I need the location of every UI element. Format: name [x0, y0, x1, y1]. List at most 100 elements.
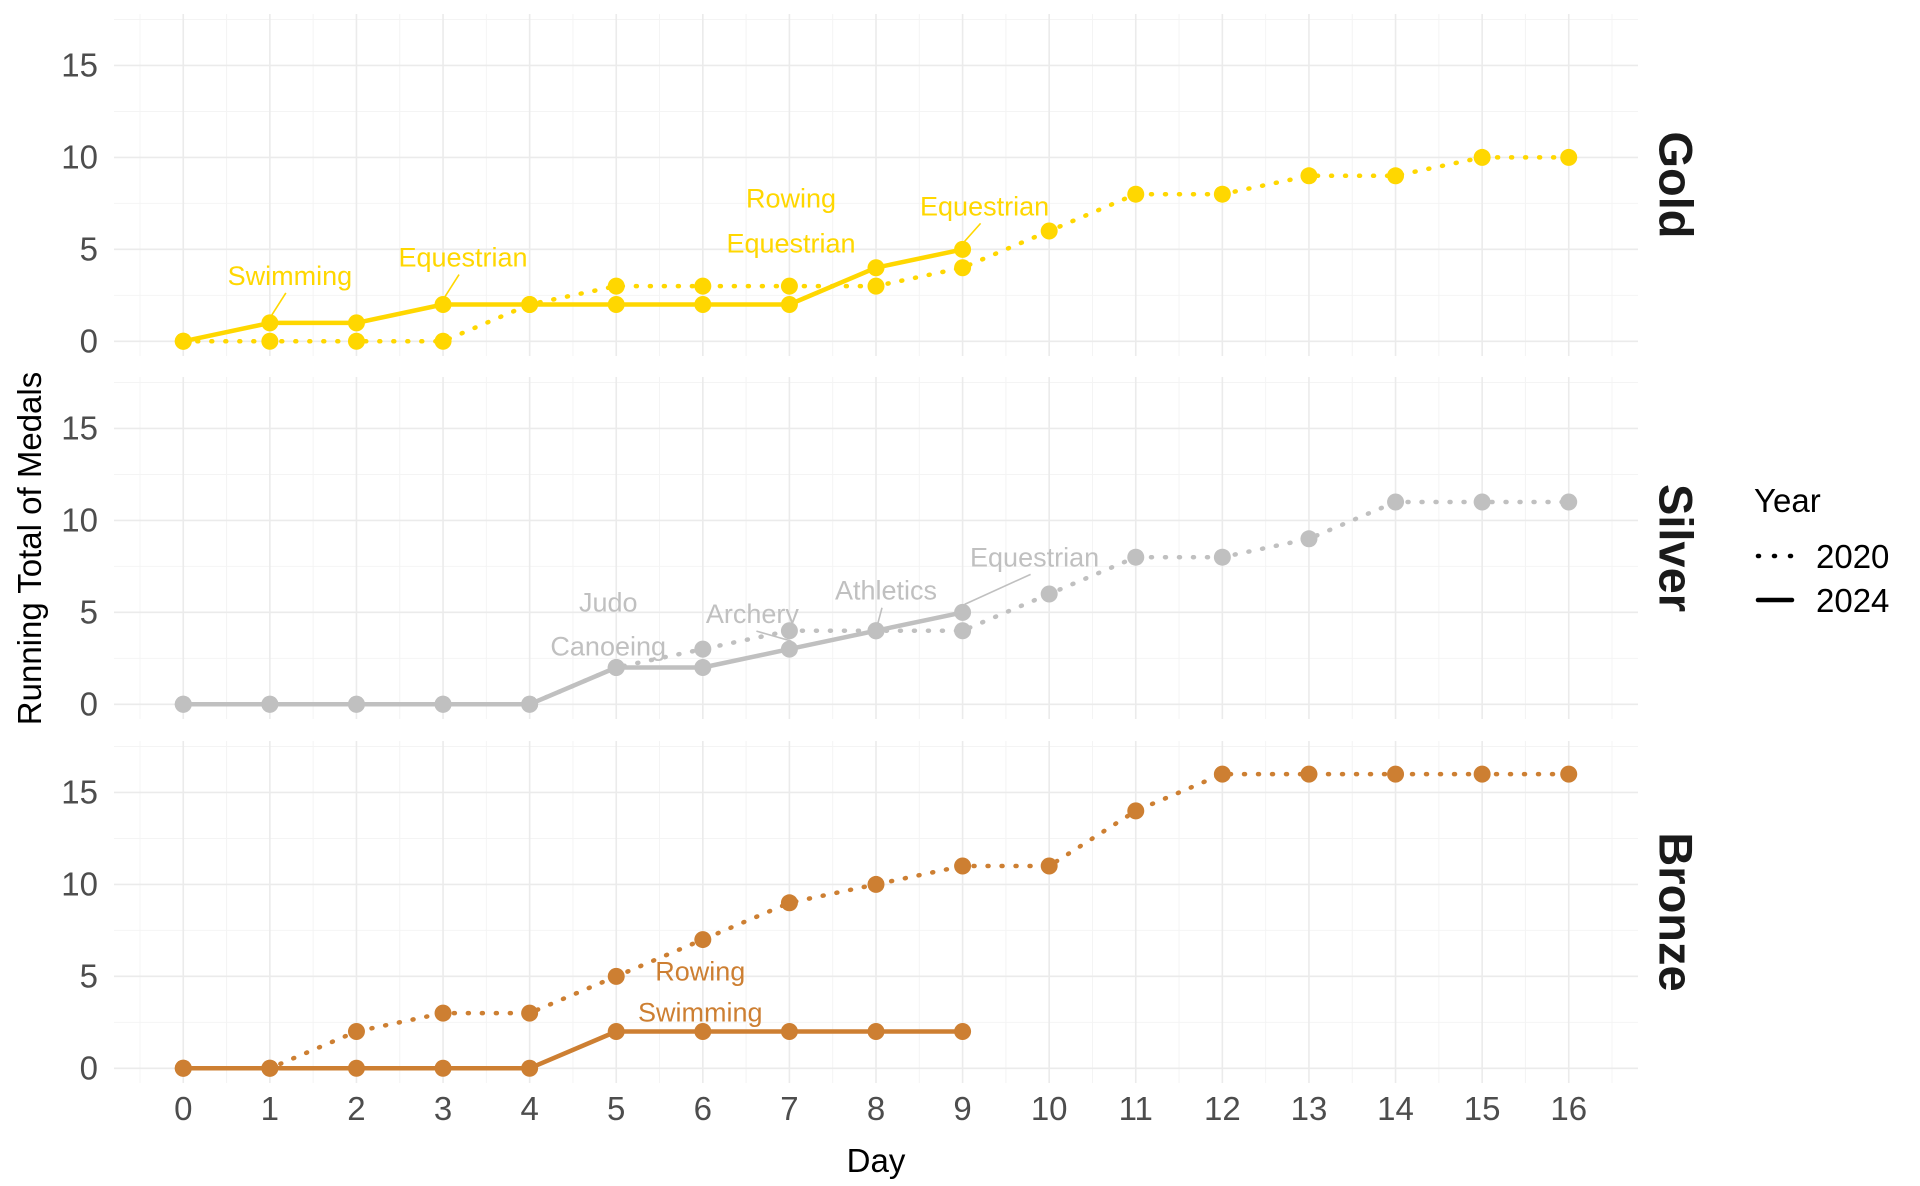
data-point-gold-2020	[694, 277, 712, 295]
annotation-label: Canoeing	[550, 632, 666, 662]
data-point-gold-2024	[174, 332, 192, 350]
data-point-gold-2024	[694, 296, 712, 314]
annotation-label: Rowing	[655, 957, 745, 987]
data-point-silver-2020	[1040, 585, 1058, 603]
x-tick-label: 9	[953, 1090, 971, 1127]
data-point-silver-2020	[694, 640, 712, 658]
y-tick-label: 10	[61, 138, 98, 175]
data-point-gold-2020	[434, 332, 452, 350]
data-point-silver-2024	[174, 695, 192, 713]
y-tick-label: 15	[61, 773, 98, 810]
y-tick-label: 0	[80, 1049, 98, 1086]
data-point-silver-2020	[1473, 493, 1491, 511]
annotation-label: Archery	[706, 599, 800, 629]
data-point-silver-2020	[1213, 548, 1231, 566]
data-point-bronze-2024	[174, 1059, 192, 1077]
data-point-silver-2024	[867, 622, 885, 640]
series-line-gold-2024	[181, 247, 965, 344]
series-line-silver-2024	[181, 610, 965, 707]
grid-layer	[114, 14, 1638, 1083]
x-tick-label: 3	[434, 1090, 452, 1127]
annotation-leader	[271, 292, 287, 316]
data-point-silver-2020	[1560, 493, 1578, 511]
data-point-silver-2024	[607, 659, 625, 677]
y-tick-label: 5	[80, 593, 98, 630]
x-tick-label: 2	[347, 1090, 365, 1127]
x-tick-label: 4	[520, 1090, 538, 1127]
data-point-gold-2024	[434, 296, 452, 314]
data-point-silver-2024	[261, 695, 279, 713]
y-tick-label: 5	[80, 957, 98, 994]
data-point-bronze-2020	[1300, 765, 1318, 783]
data-point-bronze-2020	[1387, 765, 1405, 783]
x-tick-label: 10	[1031, 1090, 1068, 1127]
annotation-label: Equestrian	[920, 191, 1049, 221]
data-point-gold-2024	[261, 314, 279, 332]
y-tick-label: 0	[80, 322, 98, 359]
data-point-silver-2024	[694, 659, 712, 677]
y-tick-label: 10	[61, 501, 98, 538]
data-point-silver-2024	[521, 695, 539, 713]
data-point-silver-2020	[780, 622, 798, 640]
data-point-silver-2020	[954, 622, 972, 640]
data-point-silver-2020	[1387, 493, 1405, 511]
data-point-bronze-2020	[521, 1004, 539, 1022]
annotation-label: Equestrian	[970, 542, 1099, 572]
annotation-label: Swimming	[228, 261, 353, 291]
data-point-bronze-2020	[1560, 765, 1578, 783]
x-tick-label: 11	[1119, 1090, 1153, 1127]
data-point-bronze-2024	[954, 1023, 972, 1041]
x-tick-label: 1	[261, 1090, 279, 1127]
x-tick-label: 6	[694, 1090, 712, 1127]
y-axis-title: Running Total of Medals	[11, 372, 48, 725]
annotation-label: Rowing	[746, 184, 836, 214]
data-point-bronze-2024	[867, 1023, 885, 1041]
data-point-gold-2024	[607, 296, 625, 314]
data-point-bronze-2020	[347, 1023, 365, 1041]
data-point-bronze-2024	[694, 1023, 712, 1041]
annotation-label: Judo	[579, 588, 638, 618]
data-point-gold-2020	[867, 277, 885, 295]
y-tick-label: 15	[61, 409, 98, 446]
x-tick-label: 13	[1291, 1090, 1328, 1127]
legend-layer: Year 2020 2024	[1754, 482, 1889, 619]
data-point-gold-2020	[1560, 148, 1578, 166]
data-point-bronze-2020	[1127, 802, 1145, 820]
data-point-gold-2020	[1213, 185, 1231, 203]
y-tick-label: 5	[80, 230, 98, 267]
data-point-silver-2020	[1300, 530, 1318, 548]
data-point-gold-2020	[954, 259, 972, 277]
panel-label-gold: Gold	[1650, 131, 1703, 238]
data-point-gold-2024	[867, 259, 885, 277]
data-point-bronze-2020	[1213, 765, 1231, 783]
x-tick-label: 14	[1377, 1090, 1414, 1127]
annotation-label: Athletics	[835, 576, 937, 606]
data-point-gold-2020	[1387, 167, 1405, 185]
data-point-gold-2020	[1300, 167, 1318, 185]
annotation-leader	[963, 222, 982, 242]
data-point-bronze-2020	[694, 931, 712, 949]
data-point-gold-2024	[347, 314, 365, 332]
y-tick-label: 10	[61, 865, 98, 902]
x-tick-label: 12	[1204, 1090, 1241, 1127]
annotation-leader	[877, 607, 883, 623]
data-point-bronze-2024	[521, 1059, 539, 1077]
data-point-bronze-2020	[954, 857, 972, 875]
x-tick-label: 7	[780, 1090, 798, 1127]
x-tick-label: 0	[174, 1090, 192, 1127]
panel-label-bronze: Bronze	[1650, 832, 1703, 991]
data-point-silver-2020	[1127, 548, 1145, 566]
data-point-bronze-2020	[1040, 857, 1058, 875]
data-point-silver-2024	[954, 603, 972, 621]
data-point-silver-2024	[780, 640, 798, 658]
data-point-bronze-2024	[347, 1059, 365, 1077]
series-line-bronze-2024	[181, 1029, 965, 1071]
data-layer	[174, 148, 1578, 1077]
data-point-bronze-2020	[867, 875, 885, 893]
x-tick-label: 16	[1550, 1090, 1587, 1127]
annotation-layer: Swimming Equestrian Rowing Equestrian Equest…	[228, 184, 1100, 1028]
data-point-bronze-2020	[780, 894, 798, 912]
x-tick-label: 5	[607, 1090, 625, 1127]
